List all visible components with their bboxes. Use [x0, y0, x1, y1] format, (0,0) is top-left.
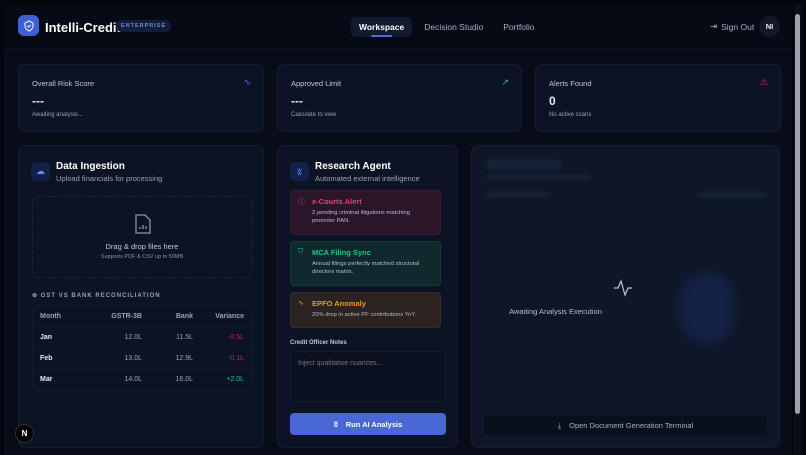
nav-portfolio[interactable]: Portfolio: [503, 22, 535, 32]
open-terminal-button[interactable]: ⤓ Open Document Generation Terminal: [484, 416, 767, 435]
cell: 13.0L: [124, 354, 142, 362]
log-out-icon: ⇥: [710, 21, 718, 31]
sign-out-label: Sign Out: [721, 21, 755, 32]
table-header: Month GSTR-3B Bank Variance: [33, 306, 251, 327]
avatar[interactable]: NI: [759, 16, 780, 37]
terminal-label: Open Document Generation Terminal: [569, 421, 694, 430]
activity-icon: ∿: [298, 300, 304, 307]
brand-name: Intelli-Credit: [45, 20, 121, 35]
fingerprint-icon: ʬ: [290, 162, 309, 181]
table-row: Feb 13.0L 12.9L -0.1L: [33, 348, 251, 369]
cell: Jan: [40, 333, 53, 341]
panel-title: Research Agent: [315, 161, 391, 172]
drop-subtitle: Supports PDF & CSV up to 50MB: [100, 254, 184, 260]
stat-card-approved-limit: Approved Limit --- Calculate to view ↗: [277, 64, 522, 132]
next-dev-tools-button[interactable]: N: [15, 424, 34, 443]
analysis-panel: Awaiting Analysis Execution ⤓ Open Docume…: [471, 145, 780, 448]
stat-label: Alerts Found: [549, 79, 592, 88]
research-agent-panel: ʬ Research Agent Automated external inte…: [277, 145, 458, 448]
file-chart-icon: [135, 214, 151, 234]
cell: Feb: [40, 354, 53, 362]
alert-mca[interactable]: ⛉ MCA Filing Sync Annual filings perfect…: [290, 241, 441, 286]
download-icon: ⤓: [557, 420, 562, 430]
alert-triangle-icon: ⚠: [759, 77, 768, 87]
panel-subtitle: Automated external intelligence: [315, 174, 420, 183]
stat-label: Overall Risk Score: [32, 79, 95, 88]
panel-title: Data Ingestion: [56, 161, 125, 172]
table-row: Mar 14.0L 16.0L +2.0L: [33, 369, 251, 390]
blurred-title: [486, 160, 561, 169]
alert-epfo[interactable]: ∿ EPFO Anomaly 20% drop in active PF con…: [290, 292, 441, 328]
awaiting-message: Awaiting Analysis Execution: [509, 307, 602, 316]
nav-workspace[interactable]: Workspace: [351, 17, 413, 37]
app-window: Intelli-Credit ENTERPRISE Workspace Deci…: [4, 4, 792, 455]
scrollbar-thumb[interactable]: [795, 14, 800, 414]
alert-title: MCA Filing Sync: [312, 248, 371, 257]
panel-subtitle: Upload financials for processing: [56, 174, 163, 183]
alert-desc: 2 pending criminal litigations matching …: [312, 210, 410, 224]
credit-officer-notes-input[interactable]: [290, 351, 446, 402]
stat-card-risk-score: Overall Risk Score --- Awaiting analysis…: [18, 64, 264, 132]
cell: 12.9L: [175, 354, 193, 362]
cell: -0.1L: [228, 354, 244, 362]
top-header: Intelli-Credit ENTERPRISE Workspace Deci…: [4, 4, 792, 50]
reconciliation-title: ⊚ GST VS BANK RECONCILIATION: [32, 293, 161, 299]
reconciliation-table: Month GSTR-3B Bank Variance Jan 12.0L 11.5L -0…: [32, 305, 252, 391]
notes-label: Credit Officer Notes: [290, 340, 347, 346]
alert-title: EPFO Anomaly: [312, 299, 366, 308]
col-bank: Bank: [175, 312, 193, 320]
run-label: Run AI Analysis: [345, 419, 403, 429]
file-drop-zone[interactable]: Drag & drop files here Supports PDF & CS…: [32, 196, 252, 278]
stat-value: ---: [32, 94, 44, 108]
blurred-text: [486, 192, 551, 197]
reconciliation-title-text: GST VS BANK RECONCILIATION: [40, 293, 161, 299]
alert-desc: Annual filings perfectly matched structu…: [312, 261, 420, 275]
cell: +2.0L: [226, 376, 244, 383]
alert-desc: 20% drop in active PF contributions YoY.: [312, 312, 416, 318]
data-ingestion-panel: ☁ Data Ingestion Upload financials for p…: [18, 145, 264, 448]
stat-value: 0: [549, 94, 556, 108]
shield-logo-icon: [18, 15, 39, 36]
col-variance: Variance: [215, 312, 244, 320]
col-month: Month: [40, 312, 61, 320]
stat-sub: Calculate to view: [291, 112, 337, 118]
col-gstr: GSTR-3B: [111, 312, 142, 320]
drop-title: Drag & drop files here: [105, 242, 179, 251]
run-ai-analysis-button[interactable]: ʬ Run AI Analysis: [290, 413, 446, 435]
cell: -0.5L: [228, 333, 244, 341]
trending-up-icon: ↗: [501, 77, 509, 87]
plan-badge: ENTERPRISE: [116, 20, 172, 32]
main-nav: Workspace Decision Studio Portfolio: [351, 17, 542, 37]
cell: Mar: [40, 376, 53, 383]
sign-out-button[interactable]: ⇥ Sign Out: [710, 21, 754, 32]
shield-check-icon: ⛉: [298, 248, 304, 255]
activity-icon: [614, 279, 632, 297]
stat-value: ---: [291, 94, 303, 108]
cloud-upload-icon: ☁: [31, 162, 50, 181]
cell: 11.5L: [176, 333, 193, 341]
stat-label: Approved Limit: [291, 79, 342, 88]
alert-ecourts[interactable]: ⓘ e-Courts Alert 2 pending criminal liti…: [290, 190, 441, 235]
stat-sub: No active scans: [549, 112, 592, 118]
activity-icon: ∿: [243, 77, 251, 87]
fingerprint-icon: ʬ: [333, 419, 338, 429]
cell: 16.0L: [175, 376, 193, 383]
blurred-subtitle: [486, 175, 591, 180]
stat-card-alerts: Alerts Found 0 No active scans ⚠: [535, 64, 781, 132]
table-row: Jan 12.0L 11.5L -0.5L: [33, 327, 251, 348]
cell: 14.0L: [124, 376, 142, 383]
alert-title: e-Courts Alert: [312, 197, 362, 206]
stat-sub: Awaiting analysis...: [32, 112, 83, 118]
blurred-text: [697, 192, 767, 198]
blurred-radar-chart: [679, 273, 734, 343]
alert-circle-icon: ⓘ: [298, 199, 305, 206]
cell: 12.0L: [124, 333, 142, 341]
nav-decision-studio[interactable]: Decision Studio: [424, 22, 484, 32]
